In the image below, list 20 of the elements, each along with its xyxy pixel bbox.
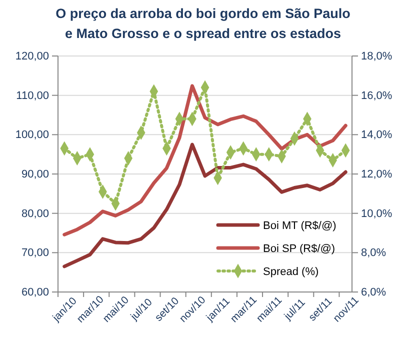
y2-tick-label: 14,0%: [361, 129, 392, 142]
y-tick-label: 80,00: [21, 208, 49, 220]
y2-tick-label: 10,0%: [361, 208, 392, 220]
y-tick-label: 70,00: [21, 247, 49, 260]
y-tick-label: 120,00: [15, 50, 49, 63]
y2-tick-label: 8,0%: [361, 247, 386, 260]
y-tick-label: 110,00: [16, 90, 49, 102]
y-tick-label: 90,00: [21, 168, 49, 181]
y2-tick-label: 16,0%: [361, 90, 392, 102]
y2-tick-label: 6,0%: [361, 286, 386, 299]
y2-tick-label: 12,0%: [361, 168, 392, 181]
line-series: [62, 142, 348, 268]
legend-label: Boi SP (R$/@): [263, 242, 336, 255]
y2-tick-label: 18,0%: [361, 50, 392, 63]
legend-label: Spread (%): [263, 266, 319, 278]
chart-title: O preço da arroba do boi gordo em São Paulo e Mato Grosso e o spread entre os estados: [56, 6, 350, 41]
legend-label: Boi MT (R$/@): [263, 220, 336, 232]
y-tick-label: 100,00: [15, 129, 49, 142]
y-tick-label: 60,00: [21, 286, 49, 299]
line-series: [62, 84, 348, 236]
